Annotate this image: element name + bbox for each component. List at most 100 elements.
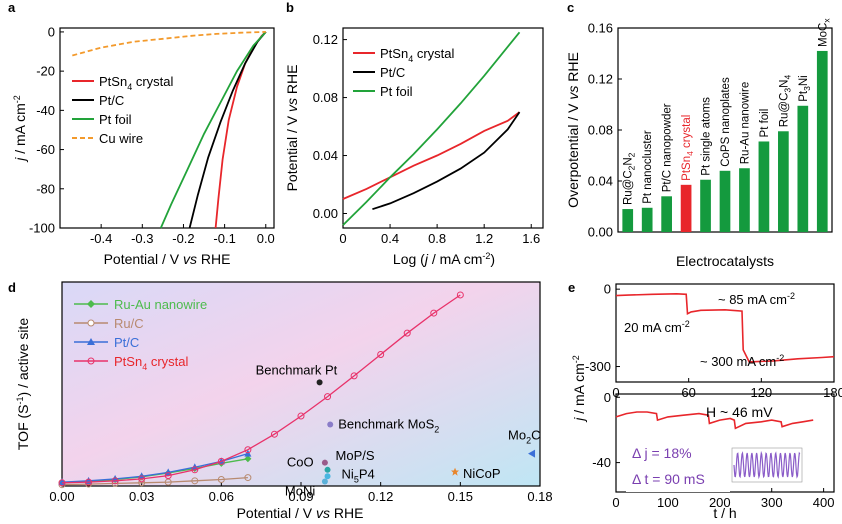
data-point	[138, 479, 146, 487]
data-point	[164, 468, 172, 476]
x-tick-label: 0.09	[288, 489, 313, 504]
bar	[778, 131, 789, 232]
bar-label: Pt/C nanopowder	[662, 103, 674, 192]
x-tick-label: 0.0	[257, 231, 275, 246]
series-line	[615, 292, 835, 363]
y-tick-label: -80	[36, 181, 55, 196]
data-point	[244, 474, 252, 482]
series-line	[214, 31, 267, 229]
data-point	[244, 455, 252, 463]
y-axis-label-c: Overpotential / V vs RHE	[565, 52, 581, 208]
data-point	[111, 477, 119, 485]
x-tick-label: 0.4	[381, 231, 399, 246]
data-point	[217, 476, 225, 484]
y-tick-label: 0	[604, 390, 611, 405]
series-line	[188, 31, 267, 229]
bar-label: Ru@C2N2	[623, 152, 637, 205]
x-tick-label: 180	[823, 385, 842, 400]
bar	[622, 209, 634, 232]
bar-label: Ru@C3N4	[778, 75, 792, 128]
y-tick-label: 0.16	[588, 21, 613, 36]
bar	[719, 170, 731, 232]
plot-frame-e-top	[615, 283, 835, 383]
data-point	[350, 372, 358, 380]
bar	[758, 141, 770, 232]
panel-b: b 0 0.4 0.8 1.2 1.6 0.00 0.04 0.08 0.12 PtSn4 cr…	[284, 0, 544, 267]
annotation-20: 20 mA cm-2	[624, 319, 690, 335]
x-tick-label: 0.15	[448, 489, 473, 504]
y-tick-label: 0	[48, 24, 55, 39]
reference-point-label: Mo2C	[508, 428, 540, 446]
reference-point-label: Benchmark Pt	[256, 362, 338, 377]
data-point	[164, 472, 172, 480]
series-line	[72, 31, 266, 57]
bar	[797, 105, 809, 232]
reference-point-label: Ni5P4	[342, 466, 375, 484]
y-tick-label: 0.04	[588, 174, 613, 189]
reference-point	[321, 459, 328, 466]
bar-label: Pt single atoms	[701, 97, 713, 176]
panel-letter-c: c	[567, 0, 574, 15]
legend-label: Pt foil	[99, 112, 132, 127]
x-tick-label: 0	[339, 231, 346, 246]
x-tick-label: 120	[750, 385, 772, 400]
legend-a: PtSn4 crystal Pt/C Pt foil Cu wire	[72, 74, 173, 146]
x-axis-label-d: Potential / V vs RHE	[237, 505, 364, 521]
data-point	[191, 466, 199, 474]
axis-ticks-a: -0.4 -0.3 -0.2 -0.1 0.0 -100 -80 -60 -40 -20 0	[29, 24, 275, 246]
legend-marker	[87, 357, 95, 365]
bar	[641, 207, 653, 232]
x-axis-label-b: Log (j / mA cm-2)	[393, 251, 495, 267]
reference-point-label: MoNi	[285, 483, 315, 498]
x-tick-label: 0.8	[428, 231, 446, 246]
series-group-a	[72, 31, 267, 229]
x-tick-label: 400	[813, 495, 835, 510]
y-tick-label: -40	[592, 455, 611, 470]
annotation-delta-t: Δ t = 90 mS	[632, 471, 705, 487]
bar-label: Pt nanocluster	[642, 130, 654, 204]
y-tick-label: 0.00	[588, 225, 613, 240]
legend-marker	[87, 319, 95, 327]
y-tick-label: 0.12	[588, 72, 613, 87]
data-point	[138, 475, 146, 483]
data-point	[430, 309, 438, 317]
reference-point	[324, 466, 331, 473]
data-point	[191, 477, 199, 485]
x-tick-label: 0	[612, 385, 619, 400]
data-point	[456, 291, 464, 299]
panel-a: a -0.4 -0.3 -0.2 -0.1 0.0 -100 -80 -60 -40 -20 0 P…	[8, 0, 275, 267]
series-line	[61, 294, 461, 484]
y-tick-label: -60	[36, 142, 55, 157]
x-tick-label: 200	[709, 495, 731, 510]
y-tick-label: -40	[36, 103, 55, 118]
x-tick-label: 100	[657, 495, 679, 510]
plot-frame-a	[59, 27, 275, 229]
bar	[739, 168, 750, 232]
bar	[680, 184, 692, 232]
y-axis-label-d: TOF (S-1) / active site	[15, 318, 31, 450]
legend-label: Pt foil	[380, 84, 413, 99]
series-group-b	[342, 31, 521, 226]
x-tick-label: 60	[681, 385, 695, 400]
legend-label: PtSn4 crystal	[114, 354, 188, 372]
data-point	[324, 393, 332, 401]
legend-label: PtSn4 crystal	[380, 46, 454, 64]
y-tick-label: 0.08	[588, 123, 613, 138]
legend-label: Ru-Au nanowire	[114, 297, 207, 312]
x-tick-label: -0.3	[131, 231, 153, 246]
panel-letter-b: b	[286, 0, 294, 15]
x-tick-label: 0.03	[129, 489, 154, 504]
axis-ticks-e-bottom: 0 100 200 300 400 -40 0	[592, 390, 834, 510]
reference-point	[316, 379, 323, 386]
legend-label: Pt/C	[114, 335, 139, 350]
bar-label: MoCx	[817, 18, 831, 47]
x-tick-label: -0.4	[90, 231, 112, 246]
annotation-eta: Η ~ 46 mV	[706, 404, 773, 420]
x-tick-label: 1.2	[475, 231, 493, 246]
annotation-85: ~ 85 mA cm-2	[718, 291, 795, 307]
axis-ticks-b: 0 0.4 0.8 1.2 1.6 0.00 0.04 0.08 0.12	[313, 32, 541, 246]
inset-oscillation-trace	[733, 450, 801, 480]
bar	[816, 50, 828, 233]
series-group-d	[58, 291, 464, 489]
